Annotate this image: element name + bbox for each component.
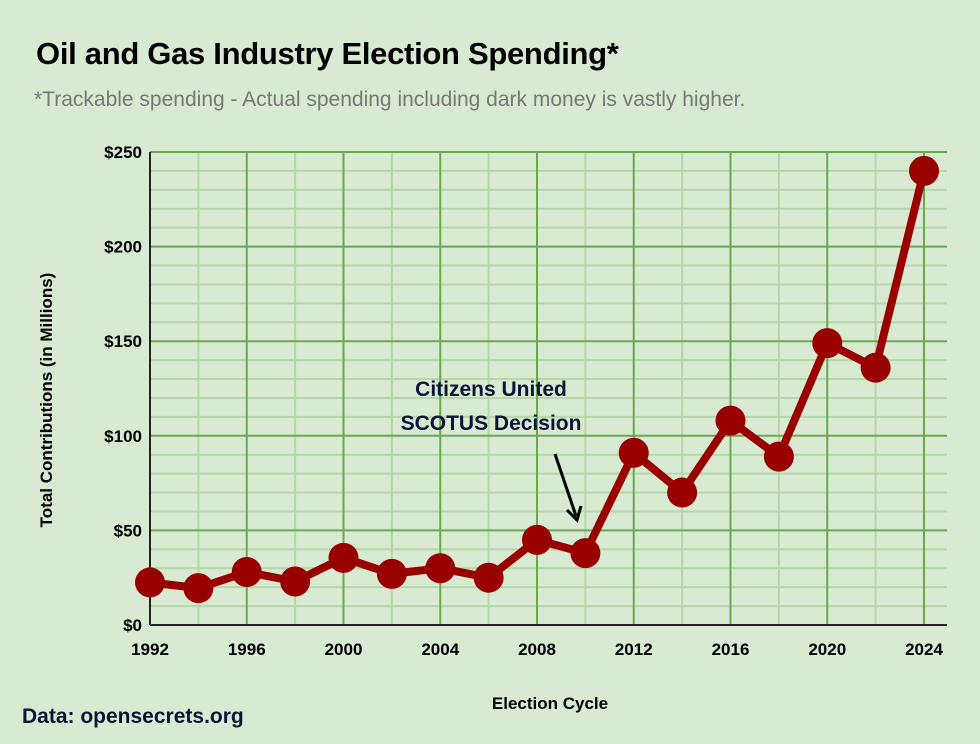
data-point-2018 [763,441,794,472]
series-total-contributions [135,155,939,604]
x-tick-labels: 1992 1996 2000 2004 2008 2012 2016 2020 2024 [131,640,943,659]
data-point-2008 [522,524,552,555]
annotation-text: SCOTUS Decision [401,412,582,435]
data-point-1998 [280,566,311,597]
chart-subtitle: *Trackable spending - Actual spending in… [34,88,746,111]
data-point-1994 [183,573,214,604]
annotation-text: Citizens United [415,378,567,401]
citizens-united-annotation: Citizens United SCOTUS Decision [401,378,583,523]
data-source: Data: opensecrets.org [22,705,244,728]
data-point-2012 [618,437,649,468]
data-point-2016 [715,405,746,436]
y-tick-label: $250 [104,143,142,162]
y-tick-label: $50 [114,521,142,540]
annotation-arrow-shaft [553,453,578,517]
data-point-2010 [570,538,601,569]
data-point-1992 [135,567,165,598]
x-tick-label: 2000 [325,640,363,659]
y-tick-label: $150 [104,332,142,351]
y-tick-label: $200 [104,238,142,257]
chart-title: Oil and Gas Industry Election Spending* [36,36,619,71]
data-point-2002 [376,558,407,589]
x-axis-label: Election Cycle [492,694,608,713]
x-tick-label: 2004 [421,640,459,659]
x-tick-label: 2012 [615,640,653,659]
data-point-2006 [473,562,504,593]
x-tick-label: 1996 [228,640,266,659]
data-point-2000 [328,542,359,573]
axes [149,152,947,626]
x-tick-label: 2008 [518,640,556,659]
y-tick-label: $0 [123,616,142,635]
grid [150,151,947,625]
data-point-2014 [667,477,698,508]
data-point-2022 [860,352,891,383]
x-tick-label: 2020 [808,640,846,659]
annotation-arrow-head [565,505,583,523]
y-axis-label: Total Contributions (in Millions) [37,273,56,528]
data-point-2024 [909,155,939,186]
data-point-1996 [231,557,262,588]
x-tick-label: 1992 [131,640,169,659]
x-tick-label: 2016 [712,640,750,659]
x-tick-label: 2024 [905,640,943,659]
y-tick-label: $100 [104,427,142,446]
data-point-2004 [425,553,456,584]
data-point-2020 [812,328,843,359]
y-tick-labels: $0 $50 $100 $150 $200 $250 [104,143,142,635]
